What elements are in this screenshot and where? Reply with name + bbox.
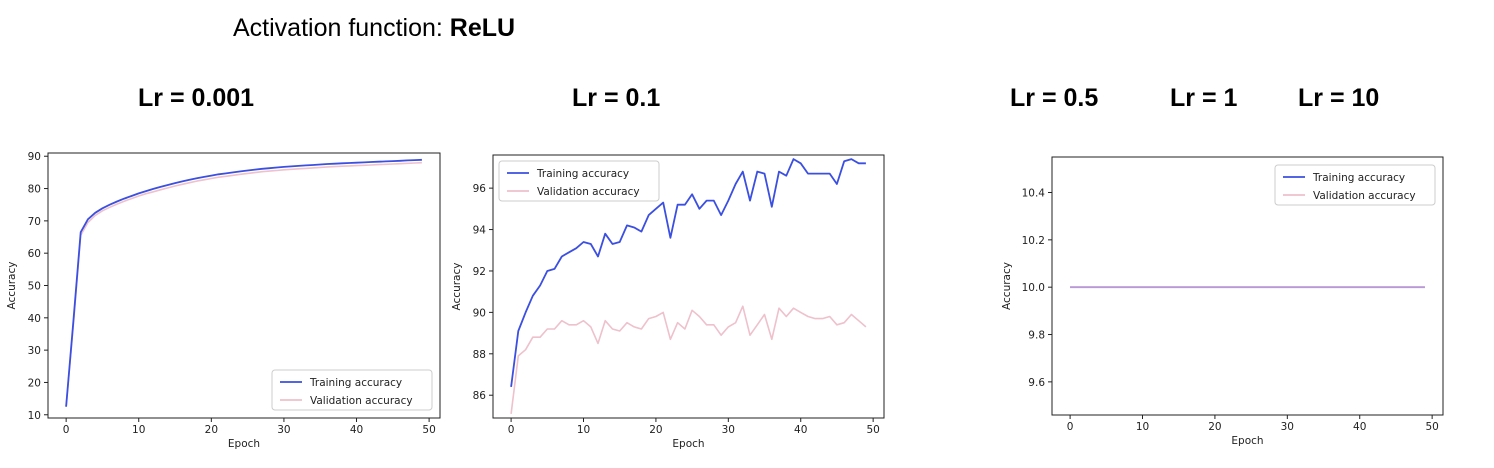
x-tick-label: 20 [649,424,662,436]
x-tick-label: 0 [508,424,515,436]
lr-label-0.001: Lr = 0.001 [138,84,255,112]
training-accuracy-line [65,158,422,407]
y-tick-label: 9.6 [1028,377,1045,389]
x-tick-label: 20 [205,424,218,436]
legend-label: Validation accuracy [310,395,413,407]
chart-1: 0 10 20 30 40 50 86 88 90 92 94 96 Epoch Accuracy Trai… [451,154,885,450]
x-tick-label: 10 [1136,421,1149,433]
lr-label-10: Lr = 10 [1298,84,1380,112]
y-tick-label: 86 [473,390,487,402]
x-tick-label: 30 [277,424,290,436]
page-title: Activation function: ReLU [233,14,515,43]
y-tick-label: 92 [473,266,486,278]
x-tick-label: 50 [866,424,879,436]
y-tick-label: 94 [473,225,487,237]
y-tick-label: 10.4 [1022,188,1046,200]
x-tick-label: 30 [1281,421,1294,433]
x-tick-label: 10 [132,424,145,436]
legend-box [1274,164,1436,206]
legend-label: Validation accuracy [537,186,640,198]
chart-0: 0 10 20 30 40 50 10 20 30 40 50 60 70 80 90 Epoch Accura… [6,151,441,450]
training-accuracy-line [510,158,866,388]
legend-box [498,160,660,202]
x-tick-label: 0 [1067,421,1074,433]
legend-label: Training accuracy [1312,172,1405,184]
y-tick-label: 10.2 [1022,235,1045,247]
y-tick-label: 70 [28,216,41,228]
x-tick-label: 10 [577,424,590,436]
y-tick-label: 10 [28,410,41,422]
y-axis-label: Accuracy [6,262,18,310]
x-axis-label: Epoch [672,438,704,450]
y-tick-label: 90 [473,307,486,319]
legend-label: Validation accuracy [1313,190,1416,202]
legend-label: Training accuracy [536,168,629,180]
y-tick-label: 9.8 [1028,330,1045,342]
y-axis-label: Accuracy [1001,262,1013,310]
legend: Training accuracy Validation accuracy [271,369,433,411]
x-tick-label: 40 [1353,421,1366,433]
lr-label-0.1: Lr = 0.1 [572,84,661,112]
y-tick-label: 10.0 [1022,282,1045,294]
y-axis-label: Accuracy [451,263,463,311]
x-tick-label: 50 [1425,421,1438,433]
lr-label-1: Lr = 1 [1170,84,1238,112]
validation-accuracy-line [65,161,422,407]
x-tick-label: 50 [422,424,435,436]
legend-box [271,369,433,411]
y-tick-label: 30 [28,345,41,357]
x-tick-label: 40 [794,424,807,436]
x-tick-label: 20 [1208,421,1221,433]
x-tick-label: 40 [350,424,363,436]
validation-accuracy-line [510,305,867,414]
x-axis-label: Epoch [1231,435,1263,447]
x-tick-label: 0 [63,424,70,436]
y-tick-label: 20 [28,377,41,389]
y-tick-label: 90 [28,151,41,163]
y-tick-label: 80 [28,184,41,196]
legend: Training accuracy Validation accuracy [498,160,660,202]
y-tick-label: 50 [28,281,41,293]
y-tick-label: 88 [473,349,486,361]
x-tick-label: 30 [722,424,735,436]
x-axis-label: Epoch [228,438,260,450]
y-tick-label: 40 [28,313,41,325]
lr-label-0.5: Lr = 0.5 [1010,84,1099,112]
y-tick-label: 96 [473,183,487,195]
legend-label: Training accuracy [309,377,402,389]
chart-2: 0 10 20 30 40 50 9.6 9.8 10.0 10.2 10.4 Epoch Accura… [1001,156,1444,447]
y-tick-label: 60 [28,248,41,260]
title-prefix: Activation function: [233,14,450,42]
legend: Training accuracy Validation accuracy [1274,164,1436,206]
title-activation: ReLU [449,14,516,42]
